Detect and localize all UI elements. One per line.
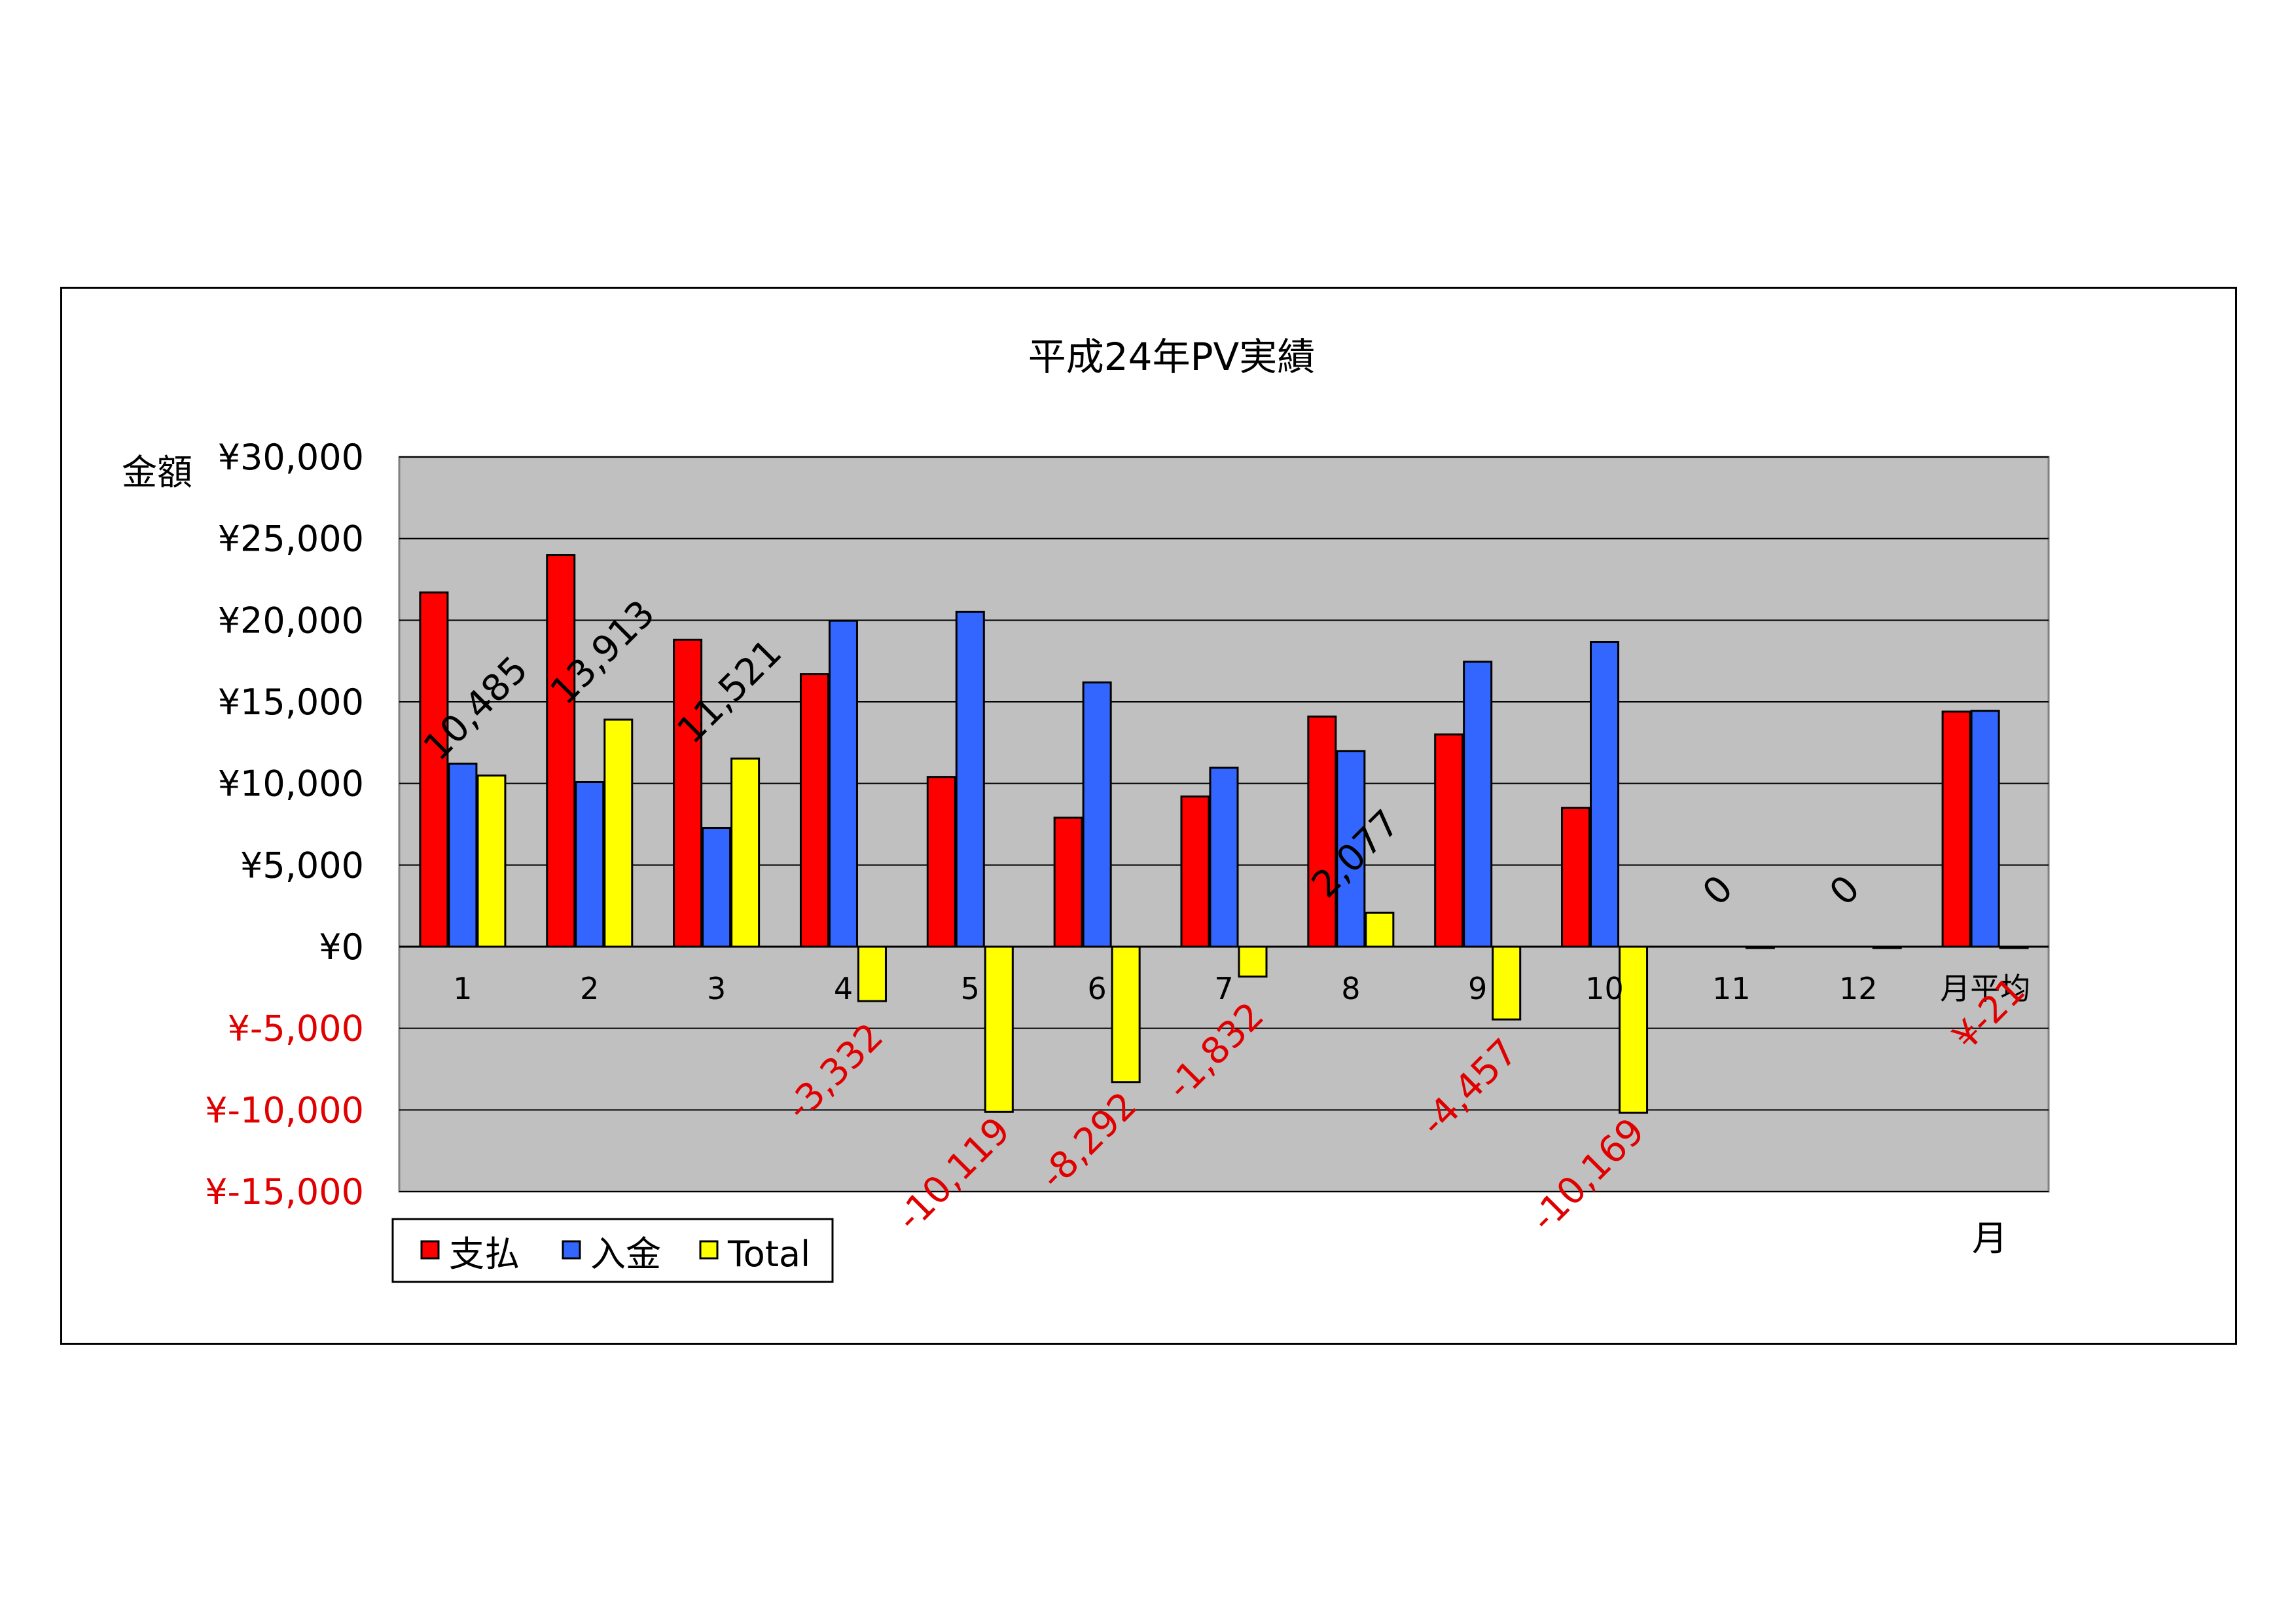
legend-label-支払: 支払 <box>449 1233 520 1275</box>
x-tick-label: 6 <box>1088 971 1107 1006</box>
y-tick-label: ¥15,000 <box>218 682 364 723</box>
bar-入金-10 <box>1590 641 1620 948</box>
bar-入金-4 <box>828 619 858 948</box>
bar-Total-月平均 <box>1999 945 2029 949</box>
x-tick-label: 4 <box>834 971 853 1006</box>
bar-支払-8 <box>1307 715 1337 948</box>
bar-支払-4 <box>799 673 829 948</box>
x-tick-label: 12 <box>1839 971 1878 1006</box>
x-tick-label: 5 <box>961 971 980 1006</box>
x-tick-label: 1 <box>453 971 472 1006</box>
bar-入金-6 <box>1082 681 1112 948</box>
legend-swatch-total <box>699 1240 719 1260</box>
legend: 支払 入金 Total <box>391 1218 834 1283</box>
bar-Total-11 <box>1745 945 1775 949</box>
bar-入金-2 <box>575 780 605 948</box>
legend-swatch-入金 <box>562 1240 581 1260</box>
y-tick-label: ¥0 <box>319 926 364 968</box>
bar-入金-9 <box>1463 661 1493 948</box>
y-tick-label: ¥20,000 <box>218 600 364 641</box>
bar-入金-8 <box>1336 750 1366 948</box>
y-tick-label: ¥30,000 <box>218 437 364 478</box>
x-tick-label: 7 <box>1214 971 1233 1006</box>
bar-入金-月平均 <box>1970 710 2000 948</box>
bar-Total-5 <box>984 945 1014 1113</box>
y-tick-label: ¥-5,000 <box>228 1008 364 1049</box>
bar-支払-1 <box>419 591 449 948</box>
y-axis-tick-labels: ¥30,000 ¥25,000 ¥20,000 ¥15,000 ¥10,000 ¥5,00… <box>205 437 364 1213</box>
x-tick-label: 月平均 <box>1940 971 2030 1006</box>
legend-swatch-支払 <box>420 1240 440 1260</box>
bar-Total-9 <box>1492 945 1522 1021</box>
x-axis-tick-labels: 1 2 3 4 5 6 7 8 9 10 11 12 月平均 <box>453 971 2030 1006</box>
bar-支払-2 <box>546 554 576 948</box>
x-tick-label: 3 <box>707 971 726 1006</box>
bar-支払-月平均 <box>1941 710 1971 948</box>
bar-入金-3 <box>702 827 732 948</box>
bar-Total-10 <box>1619 945 1649 1114</box>
bar-Total-2 <box>603 718 634 948</box>
x-axis-title: 月 <box>1972 1218 2007 1259</box>
bar-Total-7 <box>1238 945 1268 978</box>
bar-Total-8 <box>1365 911 1395 948</box>
bar-Total-12 <box>1872 945 1902 949</box>
legend-box <box>391 1218 834 1283</box>
x-tick-label: 8 <box>1341 971 1360 1006</box>
bar-入金-7 <box>1209 767 1239 948</box>
legend-label-入金: 入金 <box>590 1233 661 1275</box>
x-tick-label: 10 <box>1585 971 1624 1006</box>
bars <box>419 554 2029 1114</box>
y-tick-label: ¥25,000 <box>218 519 364 560</box>
x-tick-label: 2 <box>580 971 599 1006</box>
bar-Total-4 <box>857 945 887 1002</box>
bar-支払-7 <box>1180 795 1210 948</box>
bar-Total-1 <box>476 775 507 948</box>
legend-label-total: Total <box>727 1233 810 1275</box>
bar-支払-9 <box>1434 733 1464 948</box>
bar-支払-5 <box>926 776 956 948</box>
y-tick-label: ¥10,000 <box>218 763 364 805</box>
y-tick-label: ¥-15,000 <box>205 1171 364 1213</box>
x-tick-label: 9 <box>1468 971 1487 1006</box>
bar-支払-10 <box>1561 807 1591 948</box>
bar-支払-3 <box>673 638 703 948</box>
bar-Total-6 <box>1111 945 1141 1084</box>
bar-Total-3 <box>730 757 761 948</box>
bar-入金-1 <box>448 762 478 948</box>
bar-入金-5 <box>955 610 985 948</box>
bar-支払-6 <box>1053 816 1083 948</box>
y-tick-label: ¥5,000 <box>240 845 364 886</box>
chart-title: 平成24年PV実績 <box>1028 335 1315 379</box>
x-tick-label: 11 <box>1712 971 1751 1006</box>
y-axis-title: 金額 <box>122 452 192 493</box>
y-tick-label: ¥-10,000 <box>205 1089 364 1131</box>
